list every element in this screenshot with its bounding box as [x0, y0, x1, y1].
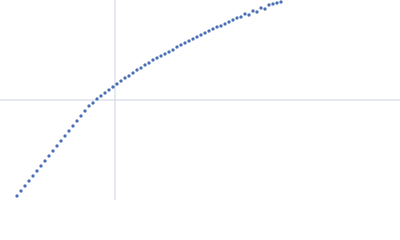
data-point	[87, 104, 91, 108]
data-point	[271, 2, 275, 6]
data-point	[99, 94, 103, 98]
data-point	[231, 18, 235, 22]
data-point	[31, 174, 35, 178]
data-point	[155, 56, 159, 60]
data-point	[219, 24, 223, 28]
chart	[0, 0, 400, 200]
data-point	[159, 54, 163, 58]
data-point	[115, 82, 119, 86]
data-point	[259, 6, 263, 10]
data-point	[147, 61, 151, 65]
data-point	[211, 27, 215, 31]
data-point	[139, 66, 143, 70]
data-point	[95, 97, 99, 101]
data-point	[43, 159, 47, 163]
data-point	[251, 9, 255, 13]
data-point	[171, 48, 175, 52]
data-point	[111, 85, 115, 89]
data-point	[223, 22, 227, 26]
data-point	[199, 33, 203, 37]
data-point	[63, 134, 67, 138]
data-point	[127, 74, 131, 78]
data-point	[71, 124, 75, 128]
data-point	[19, 189, 23, 193]
data-point	[39, 164, 43, 168]
data-point	[163, 52, 167, 56]
data-point	[183, 41, 187, 45]
data-point	[167, 50, 171, 54]
data-point	[227, 20, 231, 24]
data-point	[91, 101, 95, 105]
data-point	[255, 10, 259, 14]
data-point	[135, 68, 139, 72]
data-point	[35, 169, 39, 173]
data-point	[131, 71, 135, 75]
data-point	[151, 58, 155, 62]
data-point	[119, 79, 123, 83]
data-point	[279, 0, 283, 4]
data-point	[59, 139, 63, 143]
data-point	[207, 29, 211, 33]
data-point	[51, 149, 55, 153]
data-point	[243, 12, 247, 16]
data-point	[55, 144, 59, 148]
data-point	[267, 3, 271, 7]
data-point	[203, 31, 207, 35]
data-point	[107, 88, 111, 92]
data-point	[27, 179, 31, 183]
data-point	[79, 114, 83, 118]
data-point	[47, 154, 51, 158]
data-point	[175, 45, 179, 49]
data-point	[23, 184, 27, 188]
data-point	[187, 39, 191, 43]
data-point	[143, 63, 147, 67]
data-point	[239, 15, 243, 19]
data-point	[195, 35, 199, 39]
data-point	[179, 43, 183, 47]
data-point	[67, 129, 71, 133]
data-point	[83, 109, 87, 113]
data-point	[15, 194, 19, 198]
data-point	[275, 1, 279, 5]
data-point	[191, 37, 195, 41]
data-point	[123, 76, 127, 80]
data-point	[75, 119, 79, 123]
data-point	[215, 25, 219, 29]
data-point	[103, 91, 107, 95]
data-point	[235, 16, 239, 20]
page: {"chart_data": {"type": "scatter", "colo…	[0, 0, 400, 200]
data-point	[247, 13, 251, 17]
data-point	[263, 7, 267, 11]
